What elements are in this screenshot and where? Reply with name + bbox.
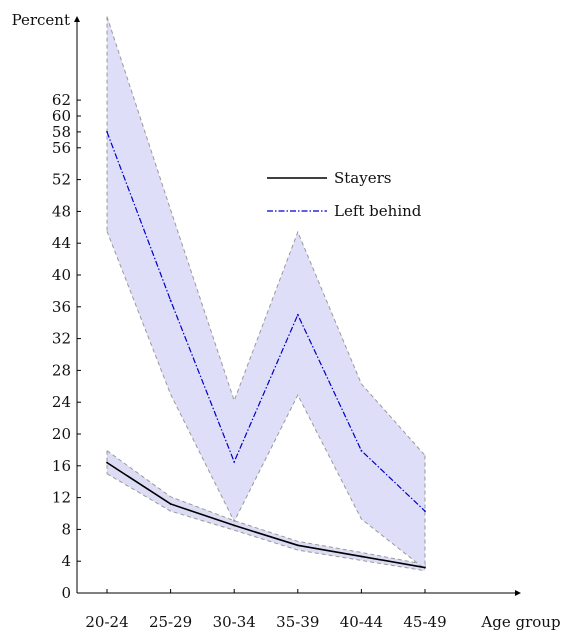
data-point: [360, 449, 363, 452]
y-tick-label: 56: [52, 139, 71, 157]
data-point: [296, 544, 299, 547]
legend: Stayers Left behind: [267, 169, 422, 220]
legend-label: Left behind: [334, 202, 422, 220]
data-point: [360, 555, 363, 558]
y-axis-label: Percent: [12, 11, 70, 29]
data-point: [296, 313, 299, 316]
y-tick-label: 4: [61, 552, 71, 570]
data-point: [424, 510, 426, 513]
x-ticks: 20-24 25-29 30-34 35-39 40-44 45-49: [85, 589, 447, 631]
x-tick-label: 25-29: [149, 613, 192, 631]
y-tick-label: 32: [52, 330, 71, 348]
x-axis-arrow: [515, 590, 521, 596]
confidence-band-2: [107, 16, 425, 570]
y-tick-label: 48: [52, 202, 71, 220]
upper-bound-line: [106, 16, 426, 456]
series-line-1: [106, 461, 426, 569]
data-point: [169, 299, 172, 302]
y-tick-label: 58: [52, 123, 71, 141]
data-point: [106, 131, 108, 133]
y-tick-label: 60: [52, 107, 71, 125]
y-tick-label: 24: [52, 393, 71, 411]
x-tick-label: 35-39: [276, 613, 319, 631]
data-point: [233, 524, 236, 527]
data-point: [424, 566, 426, 569]
series-lines: [106, 131, 426, 569]
lower-bound-line: [106, 473, 426, 572]
y-tick-label: 12: [52, 489, 71, 507]
x-tick-label: 30-34: [213, 613, 256, 631]
confidence-bands: [106, 16, 426, 572]
data-point: [233, 460, 236, 463]
y-tick-label: 28: [52, 361, 71, 379]
y-tick-label: 52: [52, 171, 71, 189]
y-tick-label: 8: [61, 520, 71, 538]
y-tick-label: 62: [52, 91, 71, 109]
legend-label: Stayers: [334, 169, 391, 187]
series-line-2: [106, 131, 426, 512]
y-tick-label: 44: [52, 234, 71, 252]
x-tick-label: 45-49: [403, 613, 446, 631]
y-tick-label: 0: [61, 584, 71, 602]
y-tick-label: 20: [52, 425, 71, 443]
y-tick-label: 16: [52, 457, 71, 475]
lower-bound-line: [106, 231, 426, 570]
y-tick-label: 36: [52, 298, 71, 316]
y-tick-label: 40: [52, 266, 71, 284]
x-tick-label: 40-44: [340, 613, 383, 631]
data-point: [169, 503, 172, 505]
y-axis-arrow: [74, 16, 80, 22]
x-tick-label: 20-24: [85, 613, 128, 631]
x-axis-label: Age group: [480, 613, 560, 631]
upper-bound-line: [106, 450, 426, 565]
data-point: [106, 461, 108, 464]
